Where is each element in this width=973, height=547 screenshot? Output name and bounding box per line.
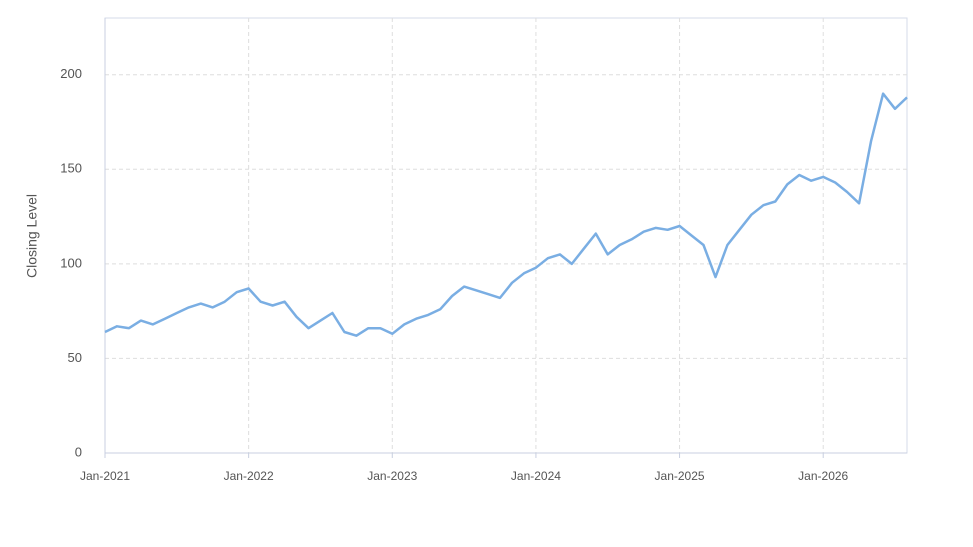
y-tick-label: 100 [60,255,82,270]
x-tick-label: Jan-2022 [224,469,274,483]
x-tick-label: Jan-2026 [798,469,848,483]
x-tick-label: Jan-2025 [655,469,705,483]
y-tick-label: 200 [60,66,82,81]
y-tick-label: 50 [68,350,82,365]
y-tick-label: 0 [75,444,82,459]
x-tick-label: Jan-2023 [367,469,417,483]
line-series [104,92,908,337]
y-tick-label: 150 [60,161,82,176]
x-tick-label: Jan-2021 [80,469,130,483]
plot-border [104,17,908,454]
x-tick-label: Jan-2024 [511,469,561,483]
y-axis-label: Closing Level [24,194,40,278]
